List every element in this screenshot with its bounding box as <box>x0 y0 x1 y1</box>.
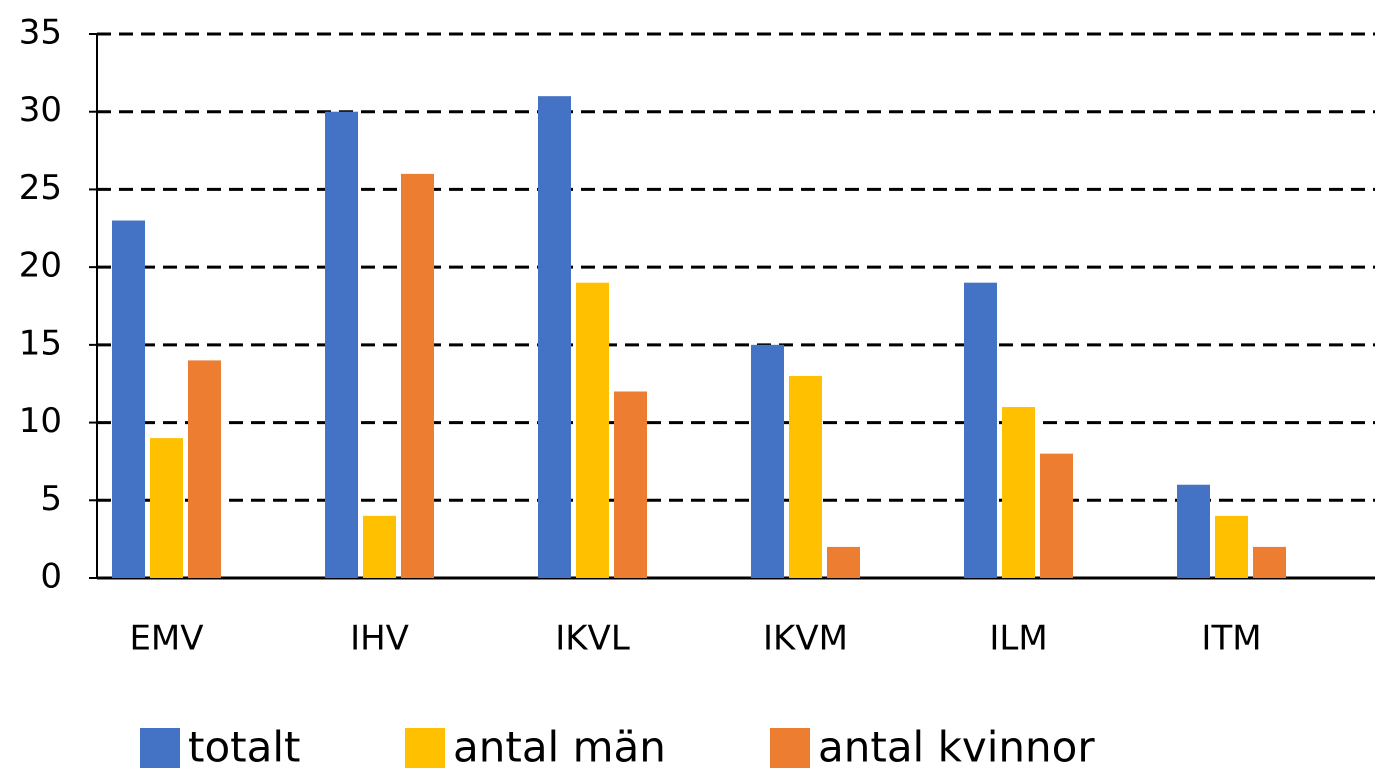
x-tick-label: EMV <box>129 619 203 659</box>
bar <box>1002 407 1035 578</box>
legend-label: totalt <box>188 723 301 772</box>
y-tick-label: 30 <box>19 90 62 130</box>
y-tick-label: 10 <box>19 401 62 441</box>
x-tick-label: IKVM <box>763 619 848 659</box>
y-tick-label: 5 <box>40 479 62 519</box>
bar <box>1177 484 1210 578</box>
legend-swatch <box>140 728 180 768</box>
bar <box>150 438 183 578</box>
legend-label: antal kvinnor <box>818 723 1095 772</box>
bar <box>1040 453 1073 578</box>
legend-swatch <box>405 728 445 768</box>
bar <box>112 220 145 578</box>
bar <box>827 546 860 578</box>
bar <box>751 344 784 578</box>
y-tick-label: 15 <box>19 323 62 363</box>
y-tick-label: 20 <box>19 246 62 286</box>
x-tick-label: IHV <box>350 619 409 659</box>
bar <box>614 391 647 578</box>
bar <box>1253 546 1286 578</box>
bar <box>1215 515 1248 578</box>
x-tick-label: ILM <box>989 619 1047 659</box>
bar <box>964 282 997 578</box>
bar <box>576 282 609 578</box>
legend-swatch <box>770 728 810 768</box>
bar <box>188 360 221 578</box>
bar <box>401 173 434 578</box>
bar <box>789 375 822 578</box>
bar <box>325 111 358 578</box>
x-tick-label: IKVL <box>555 619 630 659</box>
bar <box>363 515 396 578</box>
y-tick-label: 0 <box>40 557 62 597</box>
bar <box>538 96 571 579</box>
y-tick-label: 35 <box>19 13 62 53</box>
y-tick-label: 25 <box>19 168 62 208</box>
legend-label: antal män <box>453 723 666 772</box>
x-tick-label: ITM <box>1201 619 1261 659</box>
